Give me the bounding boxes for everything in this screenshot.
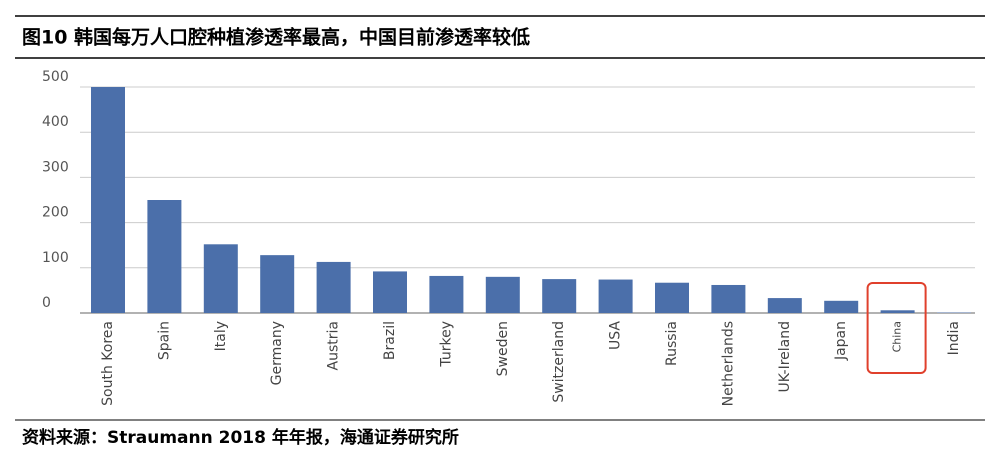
x-tick-label: Germany <box>269 321 285 385</box>
bar <box>824 300 859 313</box>
x-tick-label: Turkey <box>438 321 454 368</box>
x-tick-label: Italy <box>213 321 229 351</box>
bar <box>316 261 351 313</box>
x-tick-label: Russia <box>664 321 680 366</box>
x-tick-label: India <box>946 321 962 355</box>
bar <box>485 276 520 313</box>
bar <box>91 87 125 313</box>
x-tick-label: Netherlands <box>720 321 736 406</box>
x-tick-label: Austria <box>326 321 342 370</box>
bar <box>711 284 746 313</box>
x-tick-label: Spain <box>156 321 172 360</box>
bar <box>147 200 182 313</box>
y-tick-label: 500 <box>42 69 69 85</box>
x-tick-label: Brazil <box>382 321 398 360</box>
bar <box>542 279 577 313</box>
bar <box>260 255 295 313</box>
bar <box>429 275 464 313</box>
y-tick-label: 200 <box>42 205 69 221</box>
source: 资料来源：Straumann 2018 年年报，海通证券研究所 <box>22 427 459 448</box>
x-tick-label: Switzerland <box>551 321 567 403</box>
bar <box>373 271 407 313</box>
x-tick-label: USA <box>608 321 624 350</box>
x-tick-label: South Korea <box>100 321 116 406</box>
bar <box>655 282 689 313</box>
bar <box>203 244 238 313</box>
x-tick-label: Sweden <box>495 321 511 376</box>
x-tick-label: UK-Ireland <box>777 321 793 392</box>
y-tick-label: 100 <box>42 250 69 266</box>
highlight-box <box>866 282 927 374</box>
x-tick-label: China <box>891 321 904 352</box>
bar <box>880 310 915 313</box>
bar <box>598 279 633 313</box>
bar <box>767 298 802 313</box>
y-tick-label: 0 <box>42 295 51 311</box>
y-tick-label: 300 <box>42 159 69 175</box>
chart-title: 图10 韩国每万人口腔种植渗透率最高，中国目前渗透率较低 <box>22 26 530 49</box>
y-tick-label: 400 <box>42 114 69 130</box>
x-tick-label: Japan <box>833 321 849 361</box>
